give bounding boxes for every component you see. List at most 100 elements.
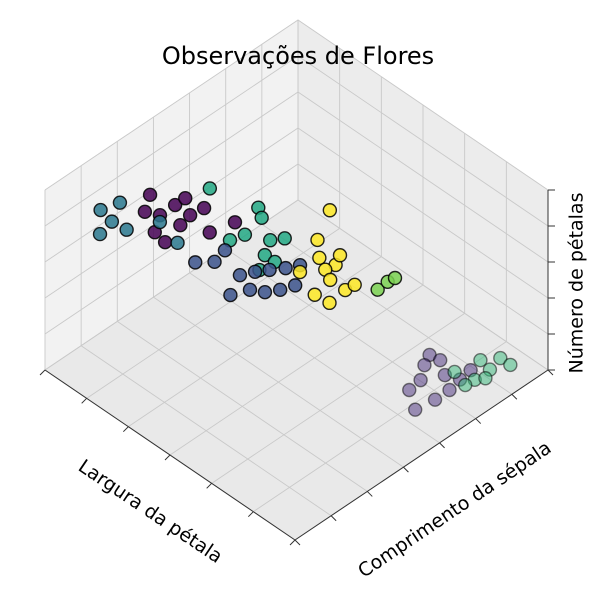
x-tick (39, 369, 46, 376)
data-point (427, 392, 443, 407)
x-tick (164, 454, 171, 461)
data-point (322, 272, 338, 288)
grid-line (86, 227, 340, 399)
y-tick (403, 466, 409, 473)
data-point (272, 282, 288, 298)
data-point (387, 270, 403, 286)
x-tick (247, 511, 254, 518)
data-point (178, 191, 193, 206)
grid-line (153, 296, 404, 468)
data-point (417, 357, 432, 373)
data-point (287, 278, 303, 293)
data-point (142, 187, 158, 203)
data-point (447, 364, 462, 380)
grid-line (297, 199, 549, 371)
data-point (202, 225, 217, 240)
grid-line (211, 312, 465, 484)
data-point (493, 350, 508, 366)
data-point (263, 233, 278, 248)
data-point (473, 353, 488, 368)
data-point (170, 235, 185, 251)
grid-line (44, 91, 299, 263)
data-point (478, 371, 493, 386)
data-point (442, 382, 457, 398)
x-tick (206, 482, 213, 489)
grid-line (297, 55, 549, 227)
x-tick (289, 539, 296, 546)
y-tick (294, 539, 301, 546)
y-tick (475, 418, 482, 424)
y-tick (511, 393, 518, 400)
grid-line (44, 199, 299, 371)
data-point (232, 267, 248, 283)
data-point (217, 243, 233, 258)
grid-line (44, 19, 299, 191)
data-point (152, 214, 168, 230)
chart-title: Observações de Flores (162, 42, 434, 70)
x-axis-line (44, 369, 296, 541)
data-point (307, 287, 322, 302)
y-tick (366, 491, 373, 497)
axes (39, 189, 555, 546)
data-point (277, 231, 292, 246)
x-tick (122, 426, 129, 433)
data-point (292, 264, 308, 280)
y-axis-line (294, 369, 549, 541)
grid-line (117, 321, 368, 492)
data-point (188, 255, 203, 270)
data-point (207, 254, 222, 270)
data-point (182, 208, 198, 223)
grid-line (169, 284, 424, 456)
data-point (254, 210, 269, 226)
grid-line (80, 345, 332, 517)
x-tick (81, 397, 88, 404)
data-point (257, 247, 273, 263)
grid-line (225, 248, 476, 419)
y-tick (330, 515, 337, 522)
data-point (332, 248, 348, 263)
data-point (503, 357, 518, 373)
data-point (92, 226, 108, 242)
data-point (196, 200, 212, 216)
data-point (402, 382, 417, 398)
data-point (223, 287, 238, 303)
data-point (407, 402, 423, 417)
data-point (347, 277, 362, 293)
z-axis-label: Número de pétalas (566, 193, 588, 374)
grid-line (44, 55, 299, 227)
data-point (112, 195, 128, 210)
data-point (370, 282, 385, 297)
grid-line (128, 256, 382, 428)
data-point (312, 250, 327, 266)
data-point (458, 377, 473, 393)
data-point (278, 260, 293, 276)
grid-line (297, 91, 549, 263)
data-point (93, 202, 108, 218)
data-point (247, 264, 263, 279)
data-point (202, 181, 218, 196)
data-point (262, 262, 277, 278)
data-point (310, 232, 325, 248)
grid-line (44, 163, 299, 335)
y-tick (439, 442, 445, 449)
data-point (432, 353, 448, 368)
data-point (173, 217, 188, 233)
data-point (257, 284, 273, 300)
grid-line (297, 19, 549, 191)
points (92, 181, 518, 417)
data-point (322, 203, 338, 218)
data-point (104, 214, 120, 229)
grid-line (297, 163, 549, 335)
data-point (167, 197, 183, 213)
data-point (322, 295, 337, 311)
data-point (137, 204, 153, 220)
data-point (413, 372, 428, 388)
data-point (227, 215, 243, 230)
data-point (237, 227, 253, 242)
grid-line (297, 127, 549, 299)
data-point (119, 222, 134, 237)
data-point (157, 234, 173, 250)
data-point (242, 282, 258, 298)
grid-line (44, 127, 299, 299)
